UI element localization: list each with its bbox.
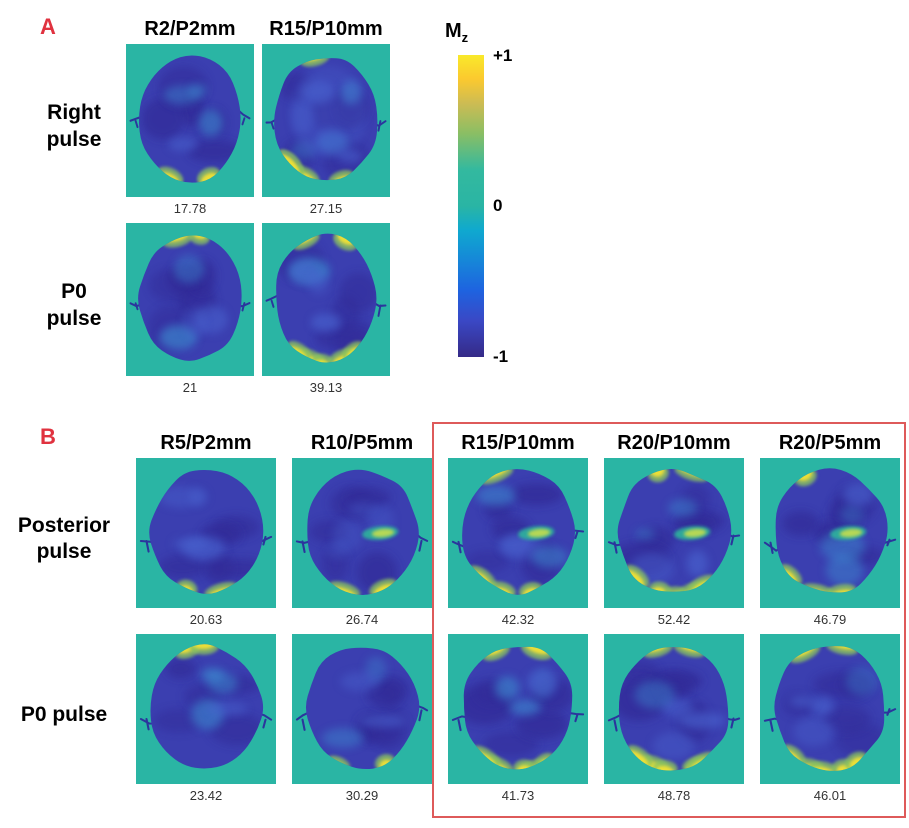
brain-map-b-posterior-4: [604, 458, 744, 608]
metric-value: 21: [182, 380, 198, 395]
brain-map-b-p0-5: [760, 634, 900, 784]
colorbar: Mz +1 0 -1: [443, 20, 583, 380]
brain-map-image: [262, 44, 390, 197]
metric-value: 42.32: [501, 612, 535, 627]
metric-value: 48.78: [657, 788, 691, 803]
brain-map-image: [760, 458, 900, 608]
panel-b: B R5/P2mm R10/P5mm R15/P10mm R20/P10mm R…: [0, 420, 909, 828]
brain-map-image: [136, 634, 276, 784]
brain-map-b-p0-2: [292, 634, 432, 784]
brain-map-b-p0-3: [448, 634, 588, 784]
brain-map-image: [126, 44, 254, 197]
brain-map-image: [262, 223, 390, 376]
brain-map-image: [126, 223, 254, 376]
panel-b-col-header-r15-p10mm: R15/P10mm: [461, 432, 575, 454]
panel-b-label: B: [40, 424, 56, 449]
metric-value: 46.79: [813, 612, 847, 627]
brain-map-a-p0-r15p10: [262, 223, 390, 376]
row-label-line: pulse: [46, 306, 102, 330]
panel-a-col-header-r15-p10mm: R15/P10mm: [269, 18, 383, 40]
metric-value: 26.74: [345, 612, 379, 627]
metric-value: 27.15: [309, 201, 343, 216]
panel-b-col-header-r5-p2mm: R5/P2mm: [160, 432, 252, 454]
panel-a-grid: R2/P2mm R15/P10mm Right pulse 17.78 27.1…: [30, 10, 390, 402]
brain-map-image: [604, 458, 744, 608]
metric-value: 17.78: [173, 201, 207, 216]
brain-map-image: [760, 634, 900, 784]
metric-value: 52.42: [657, 612, 691, 627]
metric-value: 46.01: [813, 788, 847, 803]
panel-a-row-label-p0-pulse: P0 pulse: [30, 279, 118, 346]
brain-map-image: [292, 458, 432, 608]
panel-b-col-header-r20-p10mm: R20/P10mm: [617, 432, 731, 454]
colorbar-title: Mz: [445, 20, 469, 45]
brain-map-image: [136, 458, 276, 608]
brain-map-image: [604, 634, 744, 784]
row-label-line: P0 pulse: [20, 702, 108, 726]
metric-value: 39.13: [309, 380, 343, 395]
row-label-line: pulse: [46, 127, 102, 151]
row-label-line: pulse: [36, 540, 92, 563]
row-label-line: Posterior: [17, 513, 111, 537]
brain-map-b-posterior-5: [760, 458, 900, 608]
brain-map-b-posterior-3: [448, 458, 588, 608]
panel-a: A R2/P2mm R15/P10mm Right pulse 17.78 27…: [0, 0, 600, 410]
colorbar-tick-plus1: +1: [493, 46, 513, 65]
brain-map-image: [448, 634, 588, 784]
panel-b-row-label-posterior-pulse: Posterior pulse: [8, 513, 120, 580]
colorbar-gradient: [458, 55, 484, 357]
panel-a-label: A: [40, 14, 56, 39]
panel-a-row-label-right-pulse: Right pulse: [30, 100, 118, 167]
panel-b-row-label-p0-pulse: P0 pulse: [8, 702, 120, 742]
panel-a-col-header-r2-p2mm: R2/P2mm: [144, 18, 236, 40]
metric-value: 23.42: [189, 788, 223, 803]
brain-map-a-right-r15p10: [262, 44, 390, 197]
colorbar-tick-minus1: -1: [493, 347, 509, 366]
brain-map-b-posterior-2: [292, 458, 432, 608]
brain-map-image: [448, 458, 588, 608]
brain-map-b-p0-1: [136, 634, 276, 784]
metric-value: 20.63: [189, 612, 223, 627]
brain-map-image: [292, 634, 432, 784]
panel-b-col-header-r10-p5mm: R10/P5mm: [310, 432, 414, 454]
brain-map-a-p0-r2p2: [126, 223, 254, 376]
brain-map-a-right-r2p2: [126, 44, 254, 197]
metric-value: 41.73: [501, 788, 535, 803]
metric-value: 30.29: [345, 788, 379, 803]
panel-b-grid: R5/P2mm R10/P5mm R15/P10mm R20/P10mm R20…: [8, 426, 900, 810]
brain-map-b-p0-4: [604, 634, 744, 784]
brain-map-b-posterior-1: [136, 458, 276, 608]
panel-b-col-header-r20-p5mm: R20/P5mm: [778, 432, 882, 454]
row-label-line: P0: [61, 280, 87, 304]
colorbar-tick-zero: 0: [493, 196, 503, 215]
row-label-line: Right: [47, 101, 101, 125]
